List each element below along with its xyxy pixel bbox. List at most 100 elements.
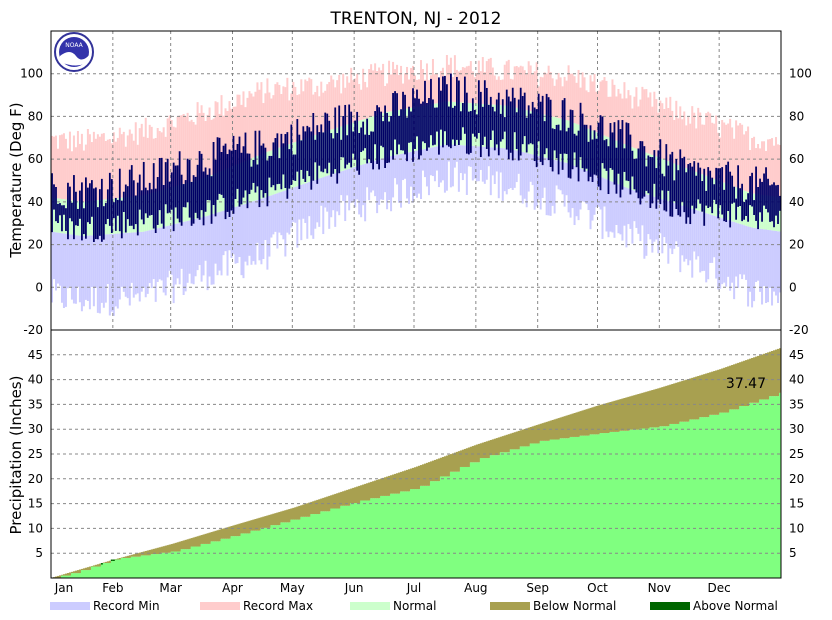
below-normal-bar <box>278 511 281 526</box>
observed-accumulation-bar <box>194 546 198 578</box>
observed-accumulation-bar <box>112 559 116 578</box>
below-normal-bar <box>364 483 367 501</box>
below-normal-bar <box>348 489 351 506</box>
observed-accumulation-bar <box>581 435 584 578</box>
observed-accumulation-bar <box>625 430 628 578</box>
observed-accumulation-bar <box>587 435 590 578</box>
below-normal-bar <box>703 374 706 418</box>
below-normal-bar <box>519 430 523 447</box>
below-normal-bar <box>419 465 423 486</box>
observed-accumulation-bar <box>200 543 203 578</box>
observed-accumulation-bar <box>465 466 469 578</box>
below-normal-bar <box>224 527 227 539</box>
observed-accumulation-bar <box>635 429 638 578</box>
observed-accumulation-bar <box>396 493 399 578</box>
observed-accumulation-bar <box>342 505 345 578</box>
observed-accumulation-bar <box>627 430 630 578</box>
below-normal-bar <box>713 371 716 415</box>
observed-accumulation-bar <box>531 443 535 578</box>
precipitation-tick-right: 20 <box>789 472 804 486</box>
below-normal-bar <box>649 390 652 428</box>
below-normal-bar <box>531 426 535 444</box>
below-normal-bar <box>206 533 209 544</box>
month-label: Nov <box>648 581 671 595</box>
observed-accumulation-bar <box>298 519 301 578</box>
logo-gull <box>60 52 90 66</box>
observed-accumulation-bar <box>148 555 152 578</box>
observed-accumulation-bar <box>86 570 90 578</box>
below-normal-bar <box>421 464 425 486</box>
below-normal-bar <box>717 369 720 415</box>
below-normal-bar <box>214 530 217 542</box>
observed-accumulation-bar <box>76 573 80 578</box>
below-normal-bar <box>308 502 311 517</box>
observed-accumulation-bar <box>406 491 409 578</box>
observed-accumulation-bar <box>140 555 144 578</box>
observed-accumulation-bar <box>761 399 764 578</box>
observed-accumulation-bar <box>110 559 114 578</box>
observed-accumulation-bar <box>461 466 465 578</box>
below-normal-bar <box>439 457 443 477</box>
below-normal-bar <box>246 521 249 534</box>
below-normal-bar <box>72 571 76 574</box>
below-normal-bar <box>543 422 547 441</box>
below-normal-bar <box>118 557 122 560</box>
below-normal-bar <box>441 457 445 477</box>
observed-accumulation-bar <box>617 431 620 578</box>
observed-accumulation-bar <box>350 502 353 578</box>
below-normal-bar <box>579 411 582 436</box>
below-normal-bar <box>697 375 700 420</box>
below-normal-bar <box>627 396 630 431</box>
below-normal-bar <box>192 537 196 547</box>
below-normal-bar <box>685 379 688 422</box>
observed-accumulation-bar <box>763 399 766 578</box>
temperature-tick-left: 80 <box>28 109 43 123</box>
below-normal-bar <box>166 545 170 553</box>
observed-accumulation-bar <box>130 556 134 578</box>
below-normal-bar <box>571 413 574 437</box>
below-normal-bar <box>573 413 576 437</box>
below-normal-bar <box>613 400 616 432</box>
observed-accumulation-bar <box>340 505 343 578</box>
below-normal-bar <box>64 573 68 576</box>
legend-item: Above Normal <box>650 599 778 613</box>
observed-accumulation-bar <box>144 555 148 578</box>
observed-accumulation-bar <box>258 530 261 578</box>
observed-accumulation-bar <box>621 430 624 578</box>
temperature-panel: -20 -20 0 0 20 20 40 40 60 60 80 80 100 100 <box>20 30 812 578</box>
temperature-tick-right: 40 <box>789 195 804 209</box>
observed-accumulation-bar <box>276 525 279 578</box>
legend-item: Normal <box>350 599 436 613</box>
observed-accumulation-bar <box>334 508 337 578</box>
observed-accumulation-bar <box>358 502 361 578</box>
observed-accumulation-bar <box>687 421 690 578</box>
observed-accumulation-bar <box>563 438 566 578</box>
below-normal-bar <box>346 489 349 506</box>
observed-accumulation-bar <box>74 573 78 578</box>
observed-accumulation-bar <box>749 402 752 578</box>
below-normal-bar <box>138 552 142 557</box>
below-normal-bar <box>533 425 537 444</box>
observed-accumulation-bar <box>316 514 319 578</box>
observed-accumulation-bar <box>523 446 527 578</box>
observed-accumulation-bar <box>467 466 471 578</box>
below-normal-bar <box>324 497 327 512</box>
observed-accumulation-bar <box>210 541 213 578</box>
observed-accumulation-bar <box>595 434 598 578</box>
below-normal-bar <box>170 544 174 552</box>
below-normal-bar <box>595 406 598 435</box>
observed-accumulation-bar <box>236 536 239 578</box>
below-normal-bar <box>302 504 305 517</box>
observed-accumulation-bar <box>176 551 180 578</box>
below-normal-bar <box>60 574 64 576</box>
observed-accumulation-bar <box>737 409 740 578</box>
observed-accumulation-bar <box>408 491 411 578</box>
observed-accumulation-bar <box>158 554 162 578</box>
below-normal-bar <box>597 405 600 435</box>
below-normal-bar <box>154 548 158 555</box>
observed-accumulation-bar <box>697 419 700 578</box>
observed-accumulation-bar <box>589 434 592 578</box>
below-normal-bar <box>368 482 371 501</box>
observed-accumulation-bar <box>525 446 529 578</box>
